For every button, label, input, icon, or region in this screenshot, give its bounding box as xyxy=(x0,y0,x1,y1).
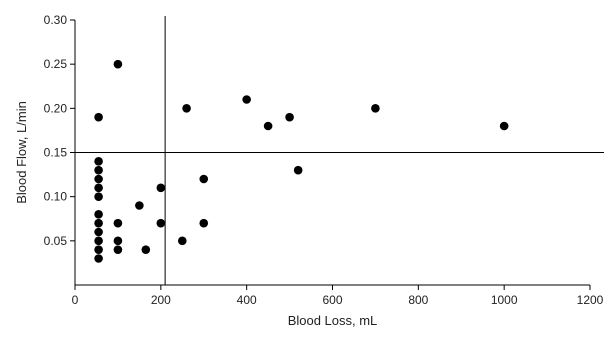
y-tick-label: 0.05 xyxy=(44,234,68,248)
y-tick-label: 0.15 xyxy=(44,146,68,160)
x-tick-label: 1000 xyxy=(491,293,518,307)
data-point xyxy=(94,112,103,122)
x-tick-label: 400 xyxy=(237,293,257,307)
y-tick-label: 0.20 xyxy=(44,101,68,115)
data-point xyxy=(94,218,103,228)
data-point xyxy=(156,218,166,228)
x-axis-title: Blood Loss, mL xyxy=(288,313,378,328)
data-point xyxy=(199,218,209,228)
data-point xyxy=(94,236,103,246)
data-point xyxy=(135,201,144,210)
y-tick-label: 0.30 xyxy=(44,13,68,27)
data-point xyxy=(263,121,273,131)
data-point xyxy=(94,157,103,166)
data-point xyxy=(94,254,103,263)
data-point xyxy=(499,121,509,131)
data-point xyxy=(94,174,103,184)
data-point xyxy=(94,192,103,201)
data-point xyxy=(94,165,103,175)
x-tick-label: 800 xyxy=(408,293,428,307)
data-point xyxy=(285,112,294,122)
data-point xyxy=(182,104,191,113)
y-tick-label: 0.25 xyxy=(44,57,68,71)
data-point xyxy=(177,236,187,246)
data-point xyxy=(94,210,103,219)
data-points xyxy=(94,59,509,263)
y-axis-title: Blood Flow, L/min xyxy=(14,101,29,204)
data-point xyxy=(94,183,103,193)
data-point xyxy=(113,218,123,228)
x-tick-label: 200 xyxy=(151,293,171,307)
data-point xyxy=(94,227,103,237)
data-point xyxy=(141,245,151,254)
x-tick-label: 1200 xyxy=(577,293,604,307)
data-point xyxy=(156,183,166,193)
data-point xyxy=(371,104,380,113)
reference-lines xyxy=(75,16,604,285)
data-point xyxy=(113,236,123,246)
x-tick-label: 600 xyxy=(322,293,342,307)
ticks: 0 200 400 600 800 1000 1200 0.05 0.10 0.15 0.20 0.2… xyxy=(44,13,604,307)
data-point xyxy=(293,165,303,175)
data-point xyxy=(94,245,103,254)
data-point xyxy=(242,95,251,104)
x-tick-label: 0 xyxy=(72,293,79,307)
data-point xyxy=(199,174,209,184)
data-point xyxy=(113,59,123,69)
data-point xyxy=(113,245,123,254)
y-tick-label: 0.10 xyxy=(44,190,68,204)
